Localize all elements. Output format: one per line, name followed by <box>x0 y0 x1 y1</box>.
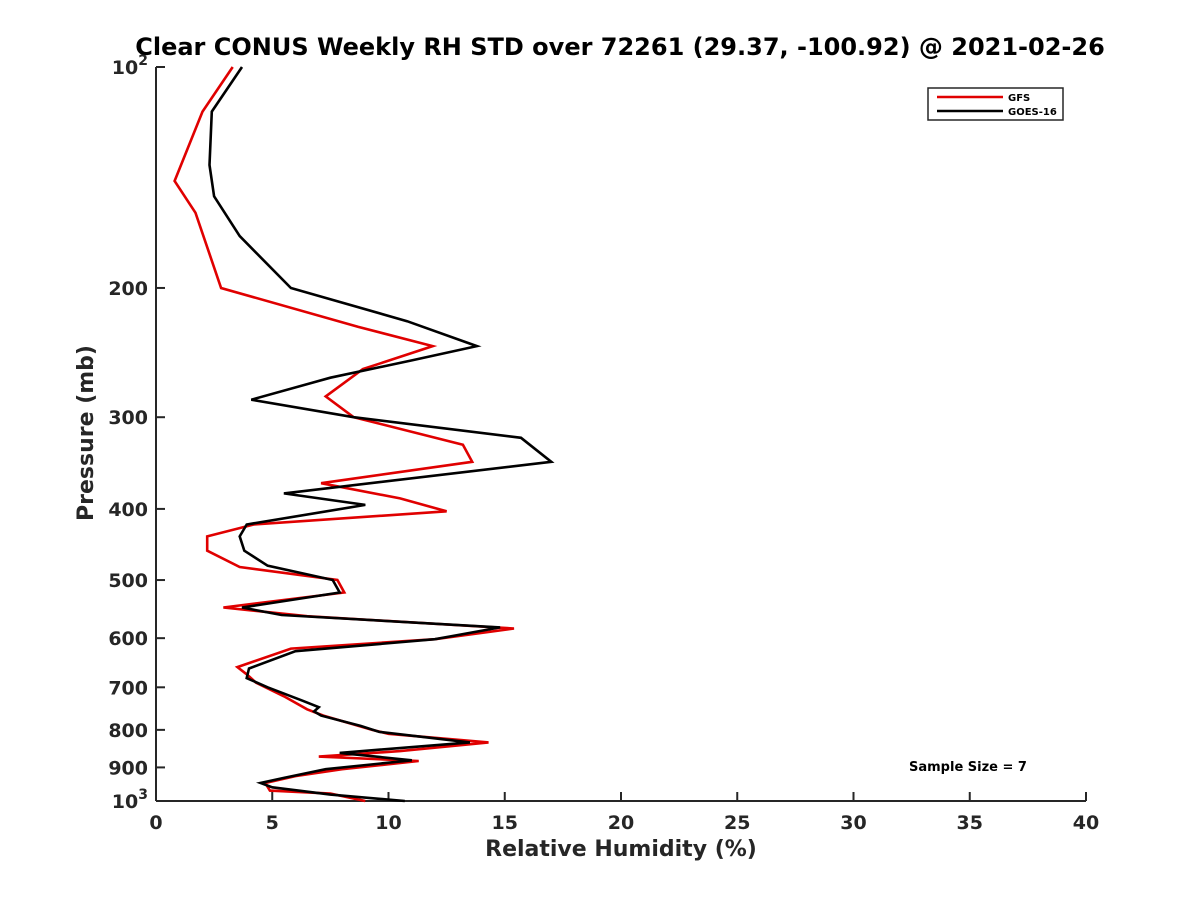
x-tick-label: 15 <box>492 812 518 834</box>
y-tick-label-base: 500 <box>108 570 148 592</box>
y-tick-label-base: 900 <box>108 757 148 779</box>
legend-label: GOES-16 <box>1008 107 1057 118</box>
x-tick-label: 30 <box>840 812 866 834</box>
y-tick-label-base: 700 <box>108 677 148 699</box>
legend: GFS GOES-16 <box>927 87 1064 121</box>
y-axis-label: Pressure (mb) <box>74 345 99 521</box>
y-tick-label-base: 200 <box>108 278 148 300</box>
series-line-goes-16 <box>208 66 555 803</box>
series-layer <box>173 66 555 803</box>
y-tick-label: 103 <box>112 787 148 813</box>
chart-title: Clear CONUS Weekly RH STD over 72261 (29… <box>135 33 1105 61</box>
x-tick-label: 0 <box>149 812 162 834</box>
x-tick-label: 5 <box>266 812 279 834</box>
y-tick-label: 600 <box>108 628 148 650</box>
y-tick-label-base: 10 <box>112 791 138 813</box>
y-tick-label-base: 800 <box>108 720 148 742</box>
y-tick-label-exponent: 2 <box>138 53 148 69</box>
series-line-gfs <box>173 66 515 803</box>
sample-size-annotation: Sample Size = 7 <box>909 760 1027 775</box>
y-tick-label-base: 10 <box>112 57 138 79</box>
y-tick-label-base: 600 <box>108 628 148 650</box>
y-tick-label: 400 <box>108 499 148 521</box>
legend-box <box>927 87 1064 121</box>
x-tick-label: 40 <box>1073 812 1099 834</box>
x-tick-label: 25 <box>724 812 750 834</box>
x-axis-ticks: 0 5 10 15 20 25 30 35 40 <box>149 792 1099 834</box>
plot-axes <box>155 67 1086 802</box>
y-tick-label-base: 400 <box>108 499 148 521</box>
y-tick-label: 300 <box>108 407 148 429</box>
legend-label: GFS <box>1008 93 1030 104</box>
y-tick-label-exponent: 3 <box>138 787 148 803</box>
x-tick-label: 20 <box>608 812 634 834</box>
x-tick-label: 10 <box>375 812 401 834</box>
y-tick-label-base: 300 <box>108 407 148 429</box>
x-axis-label: Relative Humidity (%) <box>485 837 757 862</box>
y-tick-label: 700 <box>108 677 148 699</box>
y-tick-label: 102 <box>112 53 148 79</box>
x-tick-label: 35 <box>957 812 983 834</box>
y-tick-label: 500 <box>108 570 148 592</box>
y-tick-label: 800 <box>108 720 148 742</box>
y-tick-label: 900 <box>108 757 148 779</box>
y-tick-label: 200 <box>108 278 148 300</box>
